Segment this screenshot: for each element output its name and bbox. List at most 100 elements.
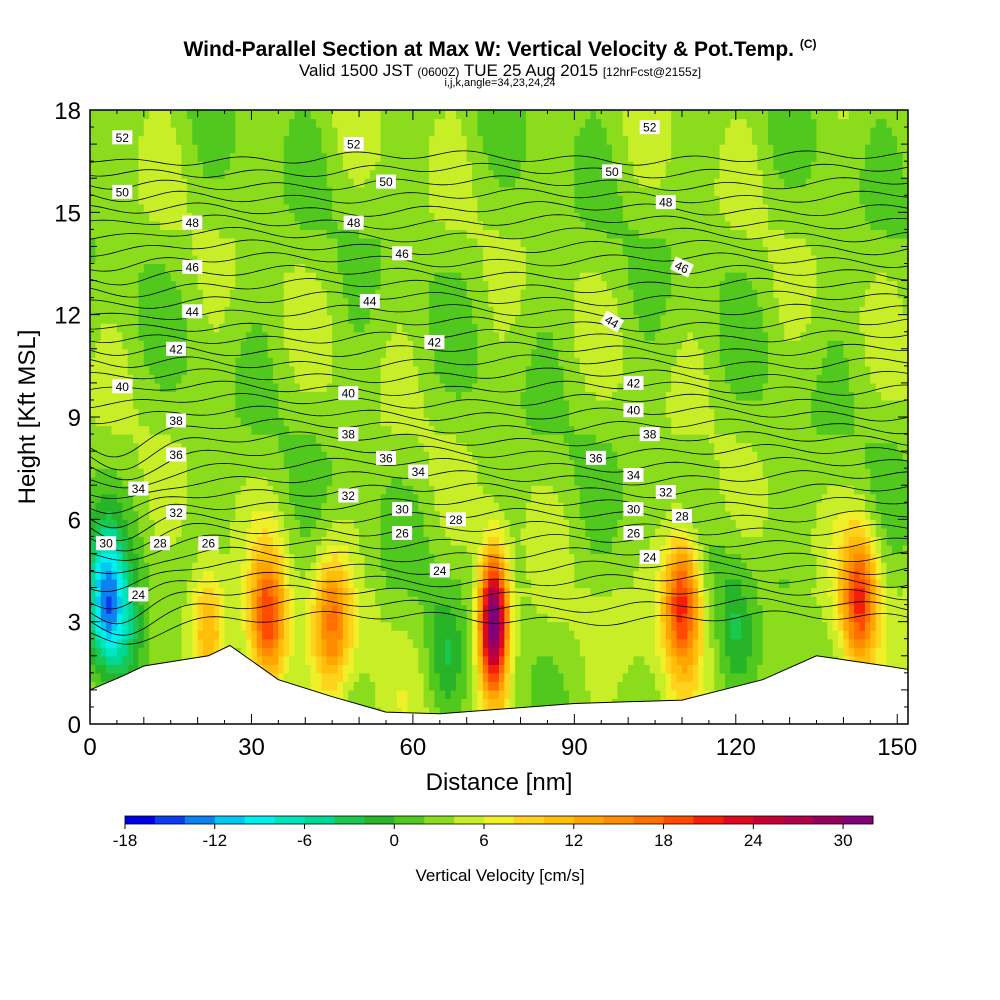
- velocity-cell: [455, 451, 462, 461]
- velocity-cell: [181, 408, 188, 418]
- velocity-cell: [224, 638, 231, 648]
- velocity-cell: [186, 570, 193, 580]
- velocity-cell: [203, 203, 209, 213]
- velocity-cell: [235, 357, 242, 367]
- velocity-cell: [359, 434, 366, 444]
- velocity-cell: [439, 706, 446, 717]
- velocity-cell: [176, 152, 183, 162]
- velocity-cell: [165, 357, 172, 367]
- velocity-cell: [402, 476, 409, 486]
- velocity-cell: [106, 459, 113, 469]
- velocity-cell: [412, 297, 419, 307]
- velocity-cell: [149, 596, 156, 606]
- velocity-cell: [369, 519, 376, 529]
- velocity-cell: [283, 587, 290, 597]
- velocity-cell: [122, 655, 129, 665]
- velocity-cell: [111, 425, 118, 435]
- velocity-cell: [122, 451, 129, 461]
- velocity-cell: [289, 672, 296, 682]
- velocity-cell: [116, 357, 123, 367]
- velocity-cell: [127, 604, 134, 614]
- velocity-cell: [208, 127, 215, 137]
- velocity-cell: [418, 706, 425, 717]
- velocity-cell: [434, 544, 441, 555]
- velocity-cell: [224, 110, 231, 120]
- velocity-cell: [439, 186, 446, 196]
- velocity-cell: [267, 272, 274, 282]
- velocity-cell: [251, 254, 258, 265]
- velocity-cell: [143, 434, 150, 444]
- velocity-cell: [391, 169, 398, 179]
- velocity-cell: [434, 161, 441, 171]
- velocity-cell: [208, 306, 215, 316]
- velocity-cell: [369, 442, 376, 452]
- velocity-cell: [385, 280, 392, 290]
- velocity-cell: [133, 604, 140, 614]
- velocity-cell: [116, 527, 123, 537]
- velocity-cell: [461, 604, 468, 614]
- velocity-cell: [402, 561, 409, 572]
- velocity-cell: [348, 672, 355, 682]
- velocity-cell: [305, 408, 312, 418]
- velocity-cell: [235, 246, 242, 256]
- velocity-cell: [380, 510, 387, 520]
- velocity-cell: [192, 169, 199, 179]
- velocity-cell: [159, 476, 166, 486]
- velocity-cell: [208, 630, 215, 640]
- velocity-cell: [262, 655, 269, 665]
- velocity-cell: [116, 604, 123, 614]
- velocity-cell: [229, 493, 236, 503]
- velocity-cell: [100, 596, 107, 606]
- velocity-cell: [116, 152, 123, 162]
- velocity-cell: [111, 399, 118, 410]
- velocity-cell: [219, 536, 226, 546]
- velocity-cell: [332, 536, 339, 546]
- velocity-cell: [165, 237, 172, 248]
- velocity-cell: [348, 237, 355, 248]
- velocity-cell: [380, 561, 387, 572]
- velocity-cell: [229, 613, 236, 623]
- velocity-cell: [116, 417, 123, 427]
- velocity-cell: [289, 348, 296, 358]
- velocity-cell: [359, 510, 366, 520]
- velocity-cell: [176, 596, 183, 606]
- velocity-cell: [364, 391, 371, 401]
- velocity-cell: [111, 442, 118, 452]
- velocity-cell: [256, 382, 263, 393]
- velocity-cell: [294, 570, 301, 580]
- velocity-cell: [176, 118, 183, 128]
- velocity-cell: [326, 527, 333, 537]
- velocity-cell: [407, 613, 414, 623]
- velocity-cell: [294, 613, 301, 623]
- velocity-cell: [181, 118, 188, 128]
- velocity-cell: [138, 604, 145, 614]
- velocity-cell: [116, 195, 123, 205]
- velocity-cell: [369, 451, 376, 461]
- velocity-cell: [412, 442, 419, 452]
- velocity-cell: [278, 399, 285, 410]
- velocity-cell: [342, 365, 349, 375]
- velocity-cell: [90, 613, 96, 623]
- velocity-cell: [342, 579, 349, 589]
- velocity-cell: [402, 127, 409, 137]
- velocity-cell: [219, 127, 226, 137]
- velocity-cell: [434, 365, 441, 375]
- velocity-cell: [342, 357, 349, 367]
- velocity-cell: [165, 399, 172, 410]
- velocity-cell: [375, 527, 382, 537]
- velocity-cell: [294, 417, 301, 427]
- velocity-cell: [106, 161, 113, 171]
- velocity-cell: [186, 323, 193, 333]
- velocity-cell: [165, 374, 172, 384]
- velocity-cell: [396, 604, 403, 614]
- velocity-cell: [208, 220, 215, 230]
- velocity-cell: [165, 323, 172, 333]
- velocity-cell: [170, 374, 177, 384]
- velocity-cell: [186, 152, 193, 162]
- velocity-cell: [385, 519, 392, 529]
- velocity-cell: [176, 254, 183, 265]
- velocity-cell: [176, 272, 183, 282]
- velocity-cell: [439, 391, 446, 401]
- velocity-cell: [402, 161, 409, 171]
- velocity-cell: [138, 621, 145, 631]
